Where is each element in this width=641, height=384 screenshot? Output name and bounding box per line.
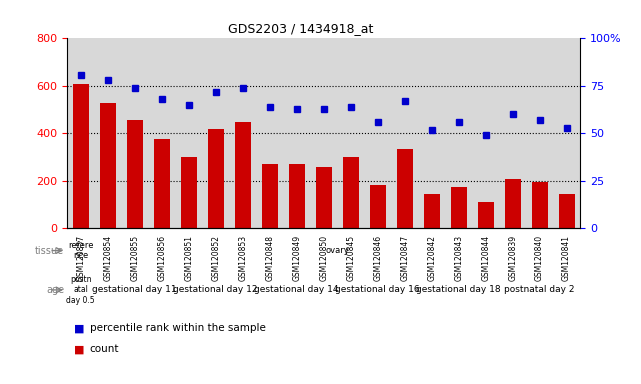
Text: percentile rank within the sample: percentile rank within the sample	[90, 323, 265, 333]
Text: refere
nce: refere nce	[68, 241, 94, 260]
Bar	[154, 139, 170, 228]
Text: gestational day 11: gestational day 11	[92, 285, 177, 295]
Text: gestational day 18: gestational day 18	[417, 285, 501, 295]
Bar	[72, 84, 89, 228]
Text: age: age	[46, 285, 64, 295]
Text: gestational day 14: gestational day 14	[254, 285, 339, 295]
Bar	[558, 194, 575, 228]
Bar	[451, 187, 467, 228]
Bar	[262, 164, 278, 228]
Bar	[208, 129, 224, 228]
Text: count: count	[90, 344, 119, 354]
Text: ovary: ovary	[326, 246, 349, 255]
Text: gestational day 12: gestational day 12	[174, 285, 258, 295]
Text: GDS2203 / 1434918_at: GDS2203 / 1434918_at	[228, 22, 373, 35]
Text: tissue: tissue	[35, 245, 64, 256]
Text: ■: ■	[74, 323, 84, 333]
Bar	[342, 157, 359, 228]
Text: ■: ■	[74, 344, 84, 354]
Text: postn
atal
day 0.5: postn atal day 0.5	[67, 275, 95, 305]
Bar	[127, 120, 143, 228]
Bar	[181, 157, 197, 228]
Bar	[504, 179, 520, 228]
Bar	[424, 194, 440, 228]
Bar	[288, 164, 305, 228]
Bar	[370, 185, 386, 228]
Bar	[397, 149, 413, 228]
Text: postnatal day 2: postnatal day 2	[504, 285, 575, 295]
Bar	[531, 182, 547, 228]
Bar	[235, 122, 251, 228]
Text: gestational day 16: gestational day 16	[335, 285, 420, 295]
Bar	[478, 202, 494, 228]
Bar	[100, 103, 116, 228]
Bar	[315, 167, 332, 228]
